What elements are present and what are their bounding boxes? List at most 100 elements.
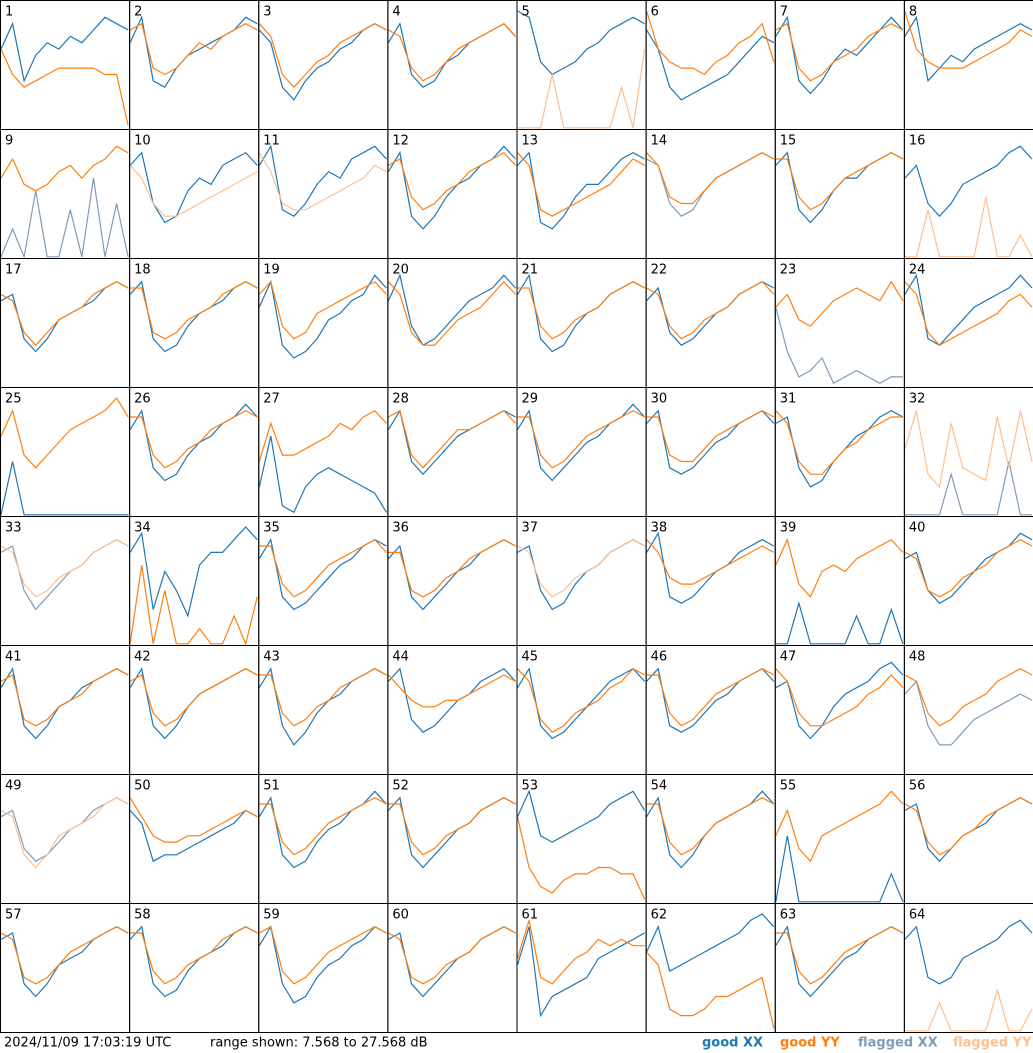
trace <box>258 23 387 89</box>
panel-label: 15 <box>780 134 797 149</box>
trace <box>775 410 903 475</box>
trace <box>775 601 904 645</box>
panel-label: 16 <box>909 134 926 149</box>
panel-label: 54 <box>651 779 668 794</box>
panel-label: 21 <box>522 263 539 278</box>
trace <box>259 797 387 856</box>
panel-label: 37 <box>522 521 539 536</box>
trace <box>904 461 1032 516</box>
panel-label: 43 <box>263 650 280 665</box>
panel-label: 18 <box>134 263 151 278</box>
trace <box>775 790 904 863</box>
trace <box>646 797 775 856</box>
panel-label: 64 <box>909 908 926 923</box>
trace <box>904 797 1033 856</box>
panel-label: 40 <box>909 521 926 536</box>
panel-label: 24 <box>909 263 926 278</box>
trace <box>775 537 904 598</box>
trace <box>387 273 516 347</box>
trace <box>517 10 645 76</box>
trace <box>129 797 258 843</box>
trace <box>516 789 646 843</box>
panel-label: 10 <box>134 134 151 149</box>
panel-label: 61 <box>522 908 539 923</box>
trace <box>904 196 1033 258</box>
trace <box>387 674 516 708</box>
trace <box>646 531 775 604</box>
trace <box>129 151 258 224</box>
trace <box>516 920 645 985</box>
trace <box>904 919 1033 985</box>
trace <box>516 926 645 1018</box>
legend-entry: good YY <box>780 1036 840 1051</box>
panel-label: 44 <box>392 650 409 665</box>
panel-label: 56 <box>909 779 926 794</box>
legend-entry: flagged XX <box>858 1036 938 1051</box>
panel-label: 58 <box>134 908 151 923</box>
trace <box>516 816 646 900</box>
panel-label: 59 <box>263 908 280 923</box>
panel-label: 4 <box>392 5 400 20</box>
trace <box>775 661 904 740</box>
trace <box>388 797 516 856</box>
trace <box>259 668 387 727</box>
trace <box>129 164 258 217</box>
trace <box>130 281 258 340</box>
panel-label: 9 <box>5 134 13 149</box>
trace <box>387 667 516 733</box>
trace <box>0 668 129 727</box>
trace <box>775 280 904 327</box>
trace <box>130 926 258 985</box>
trace <box>646 280 775 340</box>
panel-label: 2 <box>134 5 142 20</box>
trace <box>904 680 1033 746</box>
trace <box>775 926 904 985</box>
panel-label: 35 <box>263 521 280 536</box>
panel-label: 31 <box>780 392 797 407</box>
trace <box>646 410 775 463</box>
trace <box>646 152 775 205</box>
trace <box>904 988 1033 1032</box>
trace <box>775 835 904 903</box>
panel-label: 41 <box>5 650 22 665</box>
trace <box>258 925 387 1004</box>
panel-label: 14 <box>651 134 668 149</box>
panel-label: 42 <box>134 650 151 665</box>
panel-label: 27 <box>263 392 280 407</box>
panel-label: 45 <box>522 650 539 665</box>
panel-label: 17 <box>5 263 22 278</box>
trace <box>516 667 646 740</box>
trace <box>904 145 1033 218</box>
trace <box>258 152 387 211</box>
trace <box>258 280 387 340</box>
trace <box>0 145 129 192</box>
trace <box>904 273 1033 346</box>
panel-label: 57 <box>5 908 22 923</box>
panel-label: 46 <box>651 650 668 665</box>
trace <box>646 913 775 972</box>
trace <box>646 668 775 727</box>
trace <box>388 409 516 469</box>
trace <box>258 274 387 359</box>
panel-label: 20 <box>392 263 409 278</box>
panel-label: 39 <box>780 521 797 536</box>
trace <box>129 15 258 89</box>
trace <box>775 306 903 385</box>
trace <box>129 526 258 618</box>
panel-label: 22 <box>651 263 668 278</box>
trace <box>517 152 645 217</box>
trace <box>904 410 1033 489</box>
trace <box>646 29 775 101</box>
panel-label: 52 <box>392 779 409 794</box>
panel-label: 48 <box>909 650 926 665</box>
legend-entry: good XX <box>702 1036 763 1051</box>
panel-label: 47 <box>780 650 797 665</box>
panel-label: 28 <box>392 392 409 407</box>
panel-label: 53 <box>522 779 539 794</box>
trace <box>0 926 129 985</box>
panel-label: 6 <box>651 5 659 20</box>
panel-label: 38 <box>651 521 668 536</box>
trace <box>259 925 387 985</box>
trace <box>646 951 775 1029</box>
